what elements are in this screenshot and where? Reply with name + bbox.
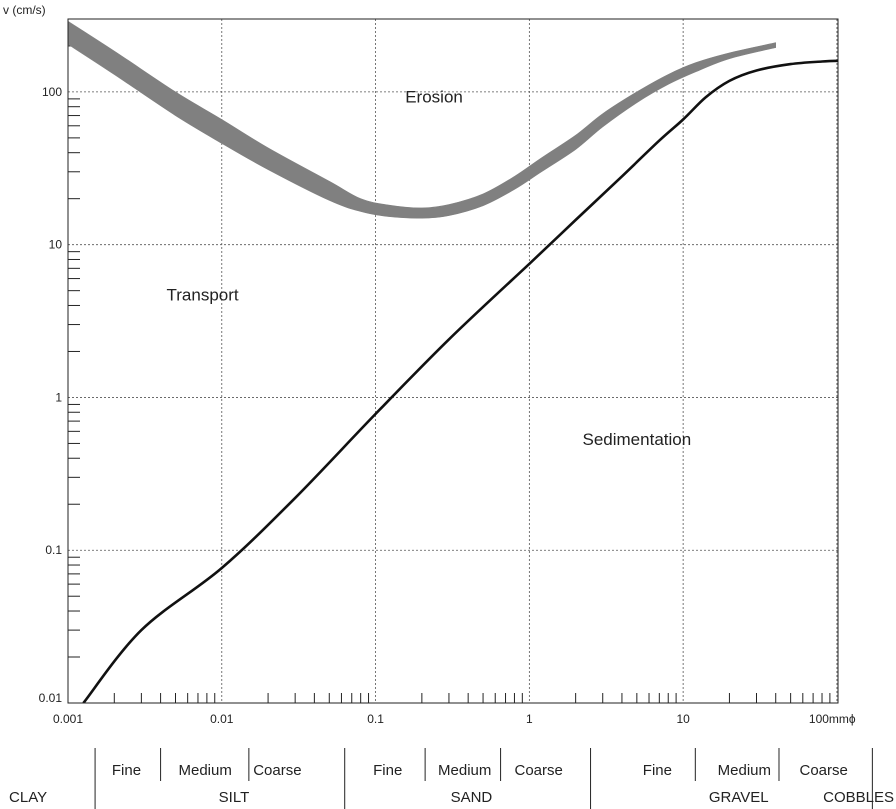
grain-subclass-label: Fine (112, 762, 141, 779)
grain-subclass-label: Fine (643, 762, 672, 779)
grain-subclass-label: Coarse (253, 762, 301, 779)
plot-series (68, 20, 838, 703)
x-axis-unit-text: mm (829, 712, 849, 726)
x-tick-label: 0.01 (210, 712, 234, 726)
y-axis-label: v (cm/s) (3, 3, 46, 17)
x-tick-label: 0.001 (53, 712, 83, 726)
grain-subclass-label: Medium (438, 762, 491, 779)
y-tick-label: 0.01 (39, 691, 63, 705)
grain-subclass-label: Medium (179, 762, 232, 779)
grain-class-label: SILT (219, 789, 250, 806)
grain-subclass-label: Fine (373, 762, 402, 779)
region-label: Transport (167, 286, 239, 305)
grain-class-label: SAND (451, 789, 493, 806)
y-tick-label: 1 (55, 390, 62, 404)
minor-ticks (68, 18, 831, 703)
grain-subclass-label: Coarse (515, 762, 563, 779)
erosion-band (68, 20, 776, 219)
x-tick-label: 10 (676, 712, 690, 726)
region-label: Erosion (405, 88, 463, 107)
x-tick-label: 0.1 (367, 712, 384, 726)
sedimentation-line (82, 59, 838, 703)
grid (68, 19, 838, 703)
x-tick-label: 100 (809, 712, 829, 726)
grain-class-label: COBBLES (823, 789, 894, 806)
y-tick-label: 100 (42, 85, 62, 99)
y-tick-label: 10 (49, 238, 63, 252)
plot-frame (67, 18, 839, 704)
region-label: Sedimentation (583, 430, 692, 449)
grain-subclass-label: Coarse (799, 762, 847, 779)
grain-size-scale: Fine Medium Coarse Fine Medium Coarse Fine Medi… (9, 748, 894, 809)
grain-class-label: GRAVEL (709, 789, 769, 806)
grain-class-label: CLAY (9, 789, 47, 806)
x-axis-unit-symbol: ϕ (849, 712, 856, 726)
region-annotations: Erosion Transport Sedimentation (167, 88, 692, 449)
y-tick-label: 0.1 (45, 543, 62, 557)
x-tick-label: 1 (526, 712, 533, 726)
axis-labels: 0.001 0.01 0.1 1 10 100 0.01 0.1 1 10 100 (39, 85, 830, 726)
x-axis-unit: mmϕ (829, 712, 856, 726)
grain-subclass-label: Medium (718, 762, 771, 779)
